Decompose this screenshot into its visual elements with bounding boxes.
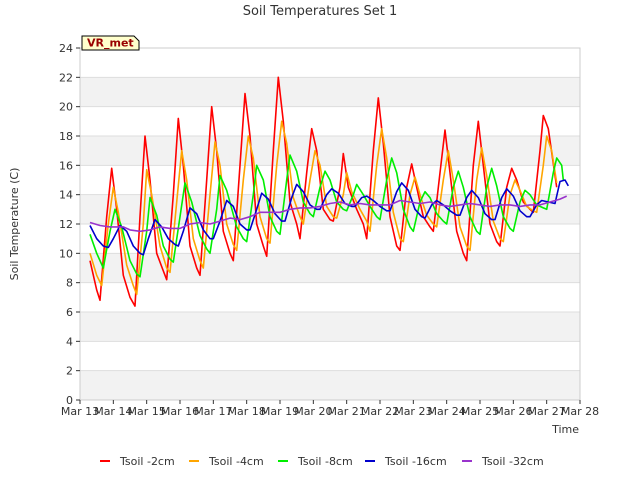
legend-label: Tsoil -8cm [297, 455, 353, 468]
x-tick-label: Mar 20 [294, 405, 332, 418]
x-tick-label: Mar 24 [428, 405, 466, 418]
legend-label: Tsoil -2cm [119, 455, 175, 468]
x-tick-label: Mar 28 [561, 405, 599, 418]
x-tick-label: Mar 14 [94, 405, 132, 418]
legend-label: Tsoil -4cm [208, 455, 264, 468]
y-tick-label: 20 [59, 101, 73, 114]
y-tick-label: 12 [59, 218, 73, 231]
x-tick-label: Mar 15 [128, 405, 166, 418]
plot-background-bands [80, 47, 580, 401]
grid-band [80, 253, 580, 283]
grid-band [80, 312, 580, 342]
x-tick-label: Mar 19 [261, 405, 299, 418]
y-tick-label: 8 [66, 277, 73, 290]
series-lines [89, 76, 569, 307]
x-tick-label: Mar 23 [394, 405, 432, 418]
station-badge-label: VR_met [87, 37, 134, 50]
x-tick-label: Mar 16 [161, 405, 199, 418]
chart-title: Soil Temperatures Set 1 [243, 4, 398, 19]
x-tick-label: Mar 25 [461, 405, 499, 418]
grid-band [80, 341, 580, 371]
grid-band [80, 370, 580, 400]
y-tick-label: 10 [59, 247, 73, 260]
y-tick-label: 4 [66, 335, 73, 348]
legend-label: Tsoil -32cm [481, 455, 544, 468]
x-tick-label: Mar 21 [328, 405, 366, 418]
grid-band [80, 77, 580, 107]
y-tick-label: 2 [66, 365, 73, 378]
grid-band [80, 136, 580, 166]
legend-label: Tsoil -16cm [384, 455, 447, 468]
series-line-tsoil-4cm [89, 120, 558, 296]
series-line-tsoil-16cm [89, 179, 569, 256]
y-tick-label: 14 [59, 189, 73, 202]
legend: Tsoil -2cm Tsoil -4cm Tsoil -8cm Tsoil -16c… [100, 455, 544, 468]
y-tick-label: 22 [59, 71, 73, 84]
grid-band [80, 282, 580, 312]
y-axis-label: Soil Temperature (C) [8, 168, 21, 281]
y-tick-label: 6 [66, 306, 73, 319]
x-tick-label: Mar 13 [61, 405, 99, 418]
y-tick-label: 24 [59, 42, 73, 55]
grid-band [80, 106, 580, 136]
x-tick-label: Mar 26 [494, 405, 532, 418]
station-badge-box [81, 35, 140, 51]
y-tick-label: 18 [59, 130, 73, 143]
series-line-tsoil-32cm [89, 195, 568, 233]
y-tick-label: 0 [66, 394, 73, 407]
y-tick-label: 16 [59, 159, 73, 172]
x-tick-label: Mar 27 [528, 405, 566, 418]
x-tick-label: Mar 18 [228, 405, 266, 418]
series-line-tsoil-2cm [89, 76, 558, 307]
x-tick-label: Mar 22 [361, 405, 399, 418]
x-axis-label: Time [551, 423, 579, 436]
x-tick-label: Mar 17 [194, 405, 232, 418]
grid-band [80, 48, 580, 78]
station-badge: VR_met [81, 35, 140, 51]
